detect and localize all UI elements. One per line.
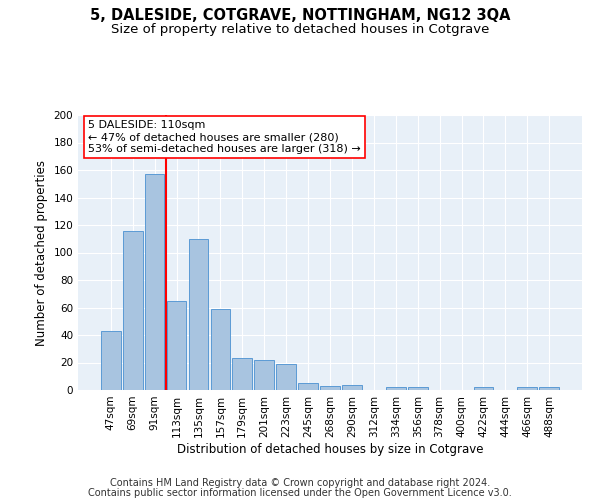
Bar — [386, 387, 406, 390]
Bar — [232, 358, 252, 390]
Text: Size of property relative to detached houses in Cotgrave: Size of property relative to detached ho… — [111, 22, 489, 36]
Bar — [211, 309, 230, 390]
Bar — [342, 384, 362, 390]
Text: Contains HM Land Registry data © Crown copyright and database right 2024.: Contains HM Land Registry data © Crown c… — [110, 478, 490, 488]
Bar — [254, 360, 274, 390]
X-axis label: Distribution of detached houses by size in Cotgrave: Distribution of detached houses by size … — [177, 442, 483, 456]
Bar — [298, 383, 318, 390]
Bar — [408, 387, 428, 390]
Bar — [320, 386, 340, 390]
Text: Contains public sector information licensed under the Open Government Licence v3: Contains public sector information licen… — [88, 488, 512, 498]
Bar — [517, 387, 537, 390]
Bar — [188, 239, 208, 390]
Bar — [276, 364, 296, 390]
Bar — [539, 387, 559, 390]
Bar — [123, 230, 143, 390]
Y-axis label: Number of detached properties: Number of detached properties — [35, 160, 48, 346]
Text: 5 DALESIDE: 110sqm
← 47% of detached houses are smaller (280)
53% of semi-detach: 5 DALESIDE: 110sqm ← 47% of detached hou… — [88, 120, 361, 154]
Bar — [167, 300, 187, 390]
Bar — [473, 387, 493, 390]
Text: 5, DALESIDE, COTGRAVE, NOTTINGHAM, NG12 3QA: 5, DALESIDE, COTGRAVE, NOTTINGHAM, NG12 … — [90, 8, 510, 22]
Bar — [145, 174, 164, 390]
Bar — [101, 331, 121, 390]
